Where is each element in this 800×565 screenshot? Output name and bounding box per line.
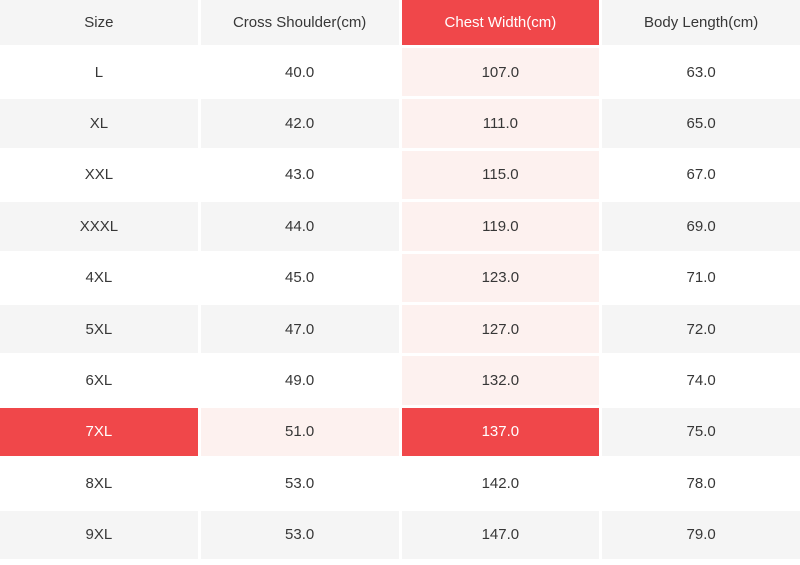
value-cell-8xl-body-lengthcm: 78.0 xyxy=(602,459,800,508)
value-cell-9xl-cross-shouldercm: 53.0 xyxy=(200,510,399,559)
size-cell-4xl[interactable]: 4XL xyxy=(0,253,198,302)
value-cell-5xl-cross-shouldercm: 47.0 xyxy=(200,304,399,354)
value-cell-xxl-cross-shouldercm: 43.0 xyxy=(200,150,399,200)
size-cell-xl[interactable]: XL xyxy=(0,99,198,148)
column-header-size: Size xyxy=(0,0,198,45)
size-cell-7xl[interactable]: 7XL xyxy=(0,407,198,457)
size-cell-xxxl[interactable]: XXXL xyxy=(0,202,198,251)
value-cell-l-cross-shouldercm: 40.0 xyxy=(200,48,399,97)
value-cell-l-body-lengthcm: 63.0 xyxy=(602,48,800,97)
value-cell-xl-chest-widthcm: 111.0 xyxy=(401,99,600,148)
value-cell-xxxl-chest-widthcm: 119.0 xyxy=(401,202,600,251)
value-cell-7xl-body-lengthcm: 75.0 xyxy=(602,407,800,457)
column-header-body-lengthcm: Body Length(cm) xyxy=(602,0,800,45)
value-cell-xxl-body-lengthcm: 67.0 xyxy=(602,150,800,200)
column-header-cross-shouldercm: Cross Shoulder(cm) xyxy=(200,0,399,45)
value-cell-8xl-chest-widthcm: 142.0 xyxy=(401,459,600,508)
column-header-chest-widthcm: Chest Width(cm) xyxy=(401,0,600,45)
value-cell-7xl-chest-widthcm: 137.0 xyxy=(401,407,600,457)
value-cell-xxxl-body-lengthcm: 69.0 xyxy=(602,202,800,251)
size-cell-5xl[interactable]: 5XL xyxy=(0,304,198,354)
value-cell-xl-cross-shouldercm: 42.0 xyxy=(200,99,399,148)
size-cell-xxl[interactable]: XXL xyxy=(0,150,198,200)
size-cell-8xl[interactable]: 8XL xyxy=(0,459,198,508)
value-cell-6xl-body-lengthcm: 74.0 xyxy=(602,356,800,405)
value-cell-9xl-chest-widthcm: 147.0 xyxy=(401,510,600,559)
value-cell-6xl-chest-widthcm: 132.0 xyxy=(401,356,600,405)
value-cell-xl-body-lengthcm: 65.0 xyxy=(602,99,800,148)
size-cell-6xl[interactable]: 6XL xyxy=(0,356,198,405)
size-cell-9xl[interactable]: 9XL xyxy=(0,510,198,559)
value-cell-4xl-cross-shouldercm: 45.0 xyxy=(200,253,399,302)
value-cell-4xl-body-lengthcm: 71.0 xyxy=(602,253,800,302)
value-cell-xxl-chest-widthcm: 115.0 xyxy=(401,150,600,200)
value-cell-xxxl-cross-shouldercm: 44.0 xyxy=(200,202,399,251)
value-cell-6xl-cross-shouldercm: 49.0 xyxy=(200,356,399,405)
value-cell-7xl-cross-shouldercm: 51.0 xyxy=(200,407,399,457)
value-cell-4xl-chest-widthcm: 123.0 xyxy=(401,253,600,302)
value-cell-9xl-body-lengthcm: 79.0 xyxy=(602,510,800,559)
value-cell-5xl-chest-widthcm: 127.0 xyxy=(401,304,600,354)
value-cell-8xl-cross-shouldercm: 53.0 xyxy=(200,459,399,508)
value-cell-5xl-body-lengthcm: 72.0 xyxy=(602,304,800,354)
value-cell-l-chest-widthcm: 107.0 xyxy=(401,48,600,97)
size-cell-l[interactable]: L xyxy=(0,48,198,97)
